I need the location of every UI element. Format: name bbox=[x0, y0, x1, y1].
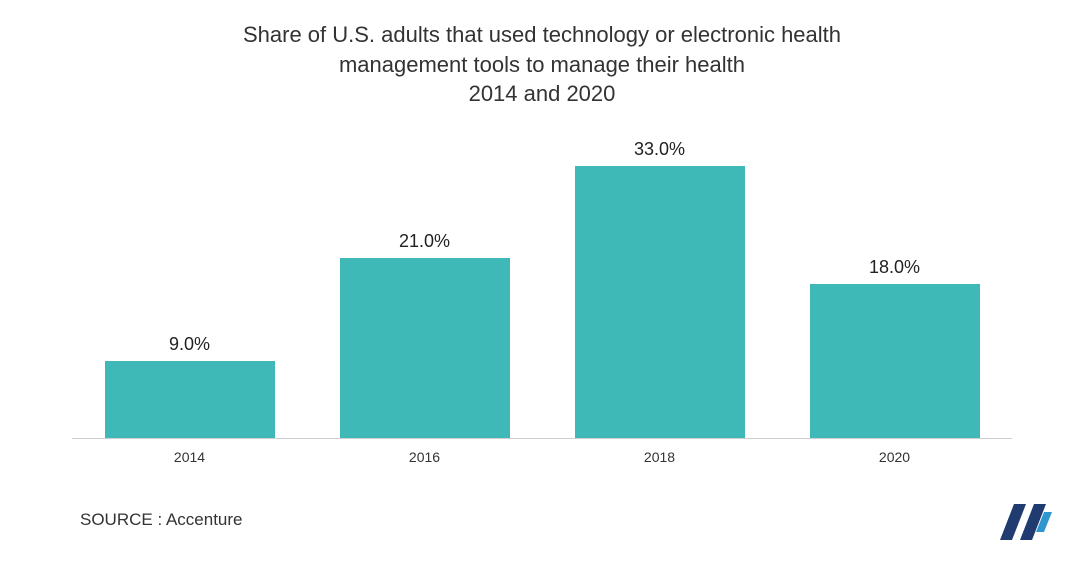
title-line-3: 2014 and 2020 bbox=[142, 79, 942, 109]
chart-title: Share of U.S. adults that used technolog… bbox=[142, 20, 942, 109]
bar-value-label: 33.0% bbox=[634, 139, 685, 160]
bar-slot: 18.0% bbox=[777, 139, 1012, 438]
bar-value-label: 21.0% bbox=[399, 231, 450, 252]
plot-area: 9.0% 21.0% 33.0% 18.0% bbox=[72, 139, 1012, 439]
x-axis-label: 2014 bbox=[72, 449, 307, 465]
bar bbox=[575, 166, 745, 438]
brand-logo bbox=[996, 500, 1054, 542]
bar-value-label: 18.0% bbox=[869, 257, 920, 278]
bar-slot: 9.0% bbox=[72, 139, 307, 438]
bar-slot: 21.0% bbox=[307, 139, 542, 438]
x-axis-label: 2018 bbox=[542, 449, 777, 465]
chart-container: Share of U.S. adults that used technolog… bbox=[0, 0, 1084, 562]
bar-slot: 33.0% bbox=[542, 139, 777, 438]
bar bbox=[810, 284, 980, 438]
x-axis-label: 2020 bbox=[777, 449, 1012, 465]
bar bbox=[340, 258, 510, 438]
x-axis-label: 2016 bbox=[307, 449, 542, 465]
bars-group: 9.0% 21.0% 33.0% 18.0% bbox=[72, 139, 1012, 438]
title-line-1: Share of U.S. adults that used technolog… bbox=[142, 20, 942, 50]
x-axis-labels: 2014201620182020 bbox=[72, 449, 1012, 465]
source-text: SOURCE : Accenture bbox=[80, 510, 243, 530]
title-line-2: management tools to manage their health bbox=[142, 50, 942, 80]
bar-value-label: 9.0% bbox=[169, 334, 210, 355]
bar bbox=[105, 361, 275, 438]
